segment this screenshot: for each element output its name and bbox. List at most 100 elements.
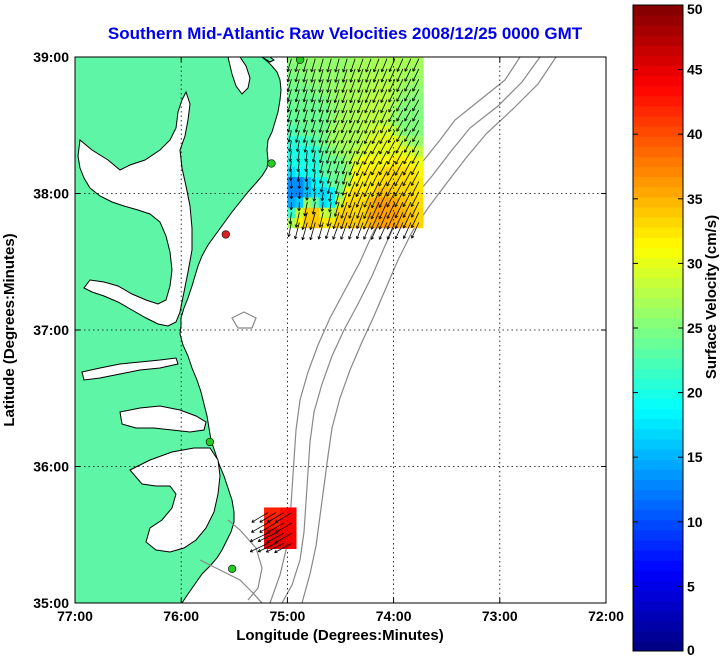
velocity-vector [311,79,316,93]
velocity-arrowhead [326,79,330,83]
velocity-cell [414,63,424,75]
velocity-arrowhead [372,89,377,93]
velocity-vector [311,120,316,133]
velocity-arrowhead [325,140,329,144]
velocity-vector [365,79,372,93]
velocity-arrowhead [386,203,390,208]
velocity-arrowhead [309,226,313,230]
velocity-cell [375,176,384,188]
velocity-vector [387,222,396,240]
velocity-vector [319,150,324,164]
velocity-arrowhead [340,225,344,230]
velocity-arrowhead [332,236,336,240]
map-title: Southern Mid-Atlantic Raw Velocities 200… [107,24,583,43]
velocity-arrowhead [318,129,323,133]
colorbar-tick-label: 50 [687,1,703,17]
velocity-arrowhead [318,69,322,73]
velocity-arrowhead [357,89,361,93]
velocity-vector [309,212,316,230]
velocity-arrowhead [394,225,399,229]
velocity-vector [325,222,332,239]
velocity-vector [412,99,420,112]
velocity-arrowhead [324,235,329,240]
velocity-arrowhead [311,211,316,215]
velocity-vector [396,130,404,142]
velocity-arrowhead [288,158,292,162]
velocity-vector [357,99,364,114]
velocity-arrowhead [320,197,325,202]
velocity-arrowhead [387,150,391,155]
velocity-arrowhead [303,149,308,153]
velocity-arrowhead [294,119,299,123]
contour-shelf-inner [269,57,521,603]
velocity-vector [325,140,332,154]
velocity-vector [381,58,388,73]
velocity-arrowhead [348,236,352,240]
velocity-arrowhead [340,236,344,240]
velocity-vector [319,79,324,93]
velocity-vector [364,130,372,144]
velocity-arrowhead [326,89,330,93]
velocity-arrowhead [404,68,408,72]
velocity-arrowhead [301,226,305,230]
colorbar-band [633,590,683,602]
velocity-arrowhead [334,79,338,83]
velocity-arrowhead [412,118,416,122]
velocity-vector [341,140,348,154]
velocity-arrowhead [259,519,263,523]
velocity-arrowhead [310,109,315,113]
velocity-cell [414,166,424,178]
velocity-arrowhead [356,235,360,240]
colorbar-tick-label: 45 [687,62,703,78]
velocity-arrowhead [363,236,367,240]
velocity-cell [406,94,416,106]
velocity-arrowhead [341,119,345,124]
velocity-arrowhead [251,519,255,523]
velocity-vector [274,542,293,553]
velocity-arrowhead [412,128,416,132]
velocity-arrowhead [386,226,390,230]
velocity-vector [363,140,372,155]
velocity-arrowhead [286,108,291,113]
velocity-vector [356,201,364,219]
velocity-arrowhead [412,78,416,82]
colorbar-band [633,85,683,97]
velocity-arrowhead [396,68,400,72]
colorbar-band [633,338,683,349]
colorbar-band [633,499,683,511]
velocity-vector [371,160,380,176]
y-tick-label: 35:00 [33,595,69,611]
velocity-arrowhead [334,69,338,73]
velocity-cell [272,527,281,539]
colorbar-band [633,418,683,430]
velocity-vector [355,171,364,187]
colorbar-band [633,459,683,470]
velocity-cell [272,538,281,549]
velocity-vector [396,89,404,102]
velocity-vector [396,68,404,82]
velocity-arrowhead [364,130,368,134]
velocity-vector [289,140,292,152]
velocity-vector [341,150,348,164]
velocity-arrowhead [363,151,367,155]
velocity-cell [382,57,392,65]
x-tick-label: 73:00 [482,608,518,624]
colorbar-tick-label: 20 [687,385,703,401]
velocity-arrowhead [380,120,384,124]
velocity-vector [303,99,308,113]
x-tick-label: 72:00 [588,608,624,624]
velocity-vector [363,222,372,240]
velocity-vector [357,68,364,83]
velocity-cell [279,517,289,529]
velocity-cell [390,135,400,147]
velocity-cell [264,538,273,549]
velocity-vector [396,58,404,72]
velocity-vector [341,89,348,103]
velocity-vector [380,79,388,93]
velocity-arrowhead [310,79,314,83]
velocity-vector [378,212,388,230]
velocity-vector [348,222,356,240]
velocity-vector [412,89,420,102]
velocity-vector [295,130,300,143]
velocity-arrowhead [333,119,337,124]
